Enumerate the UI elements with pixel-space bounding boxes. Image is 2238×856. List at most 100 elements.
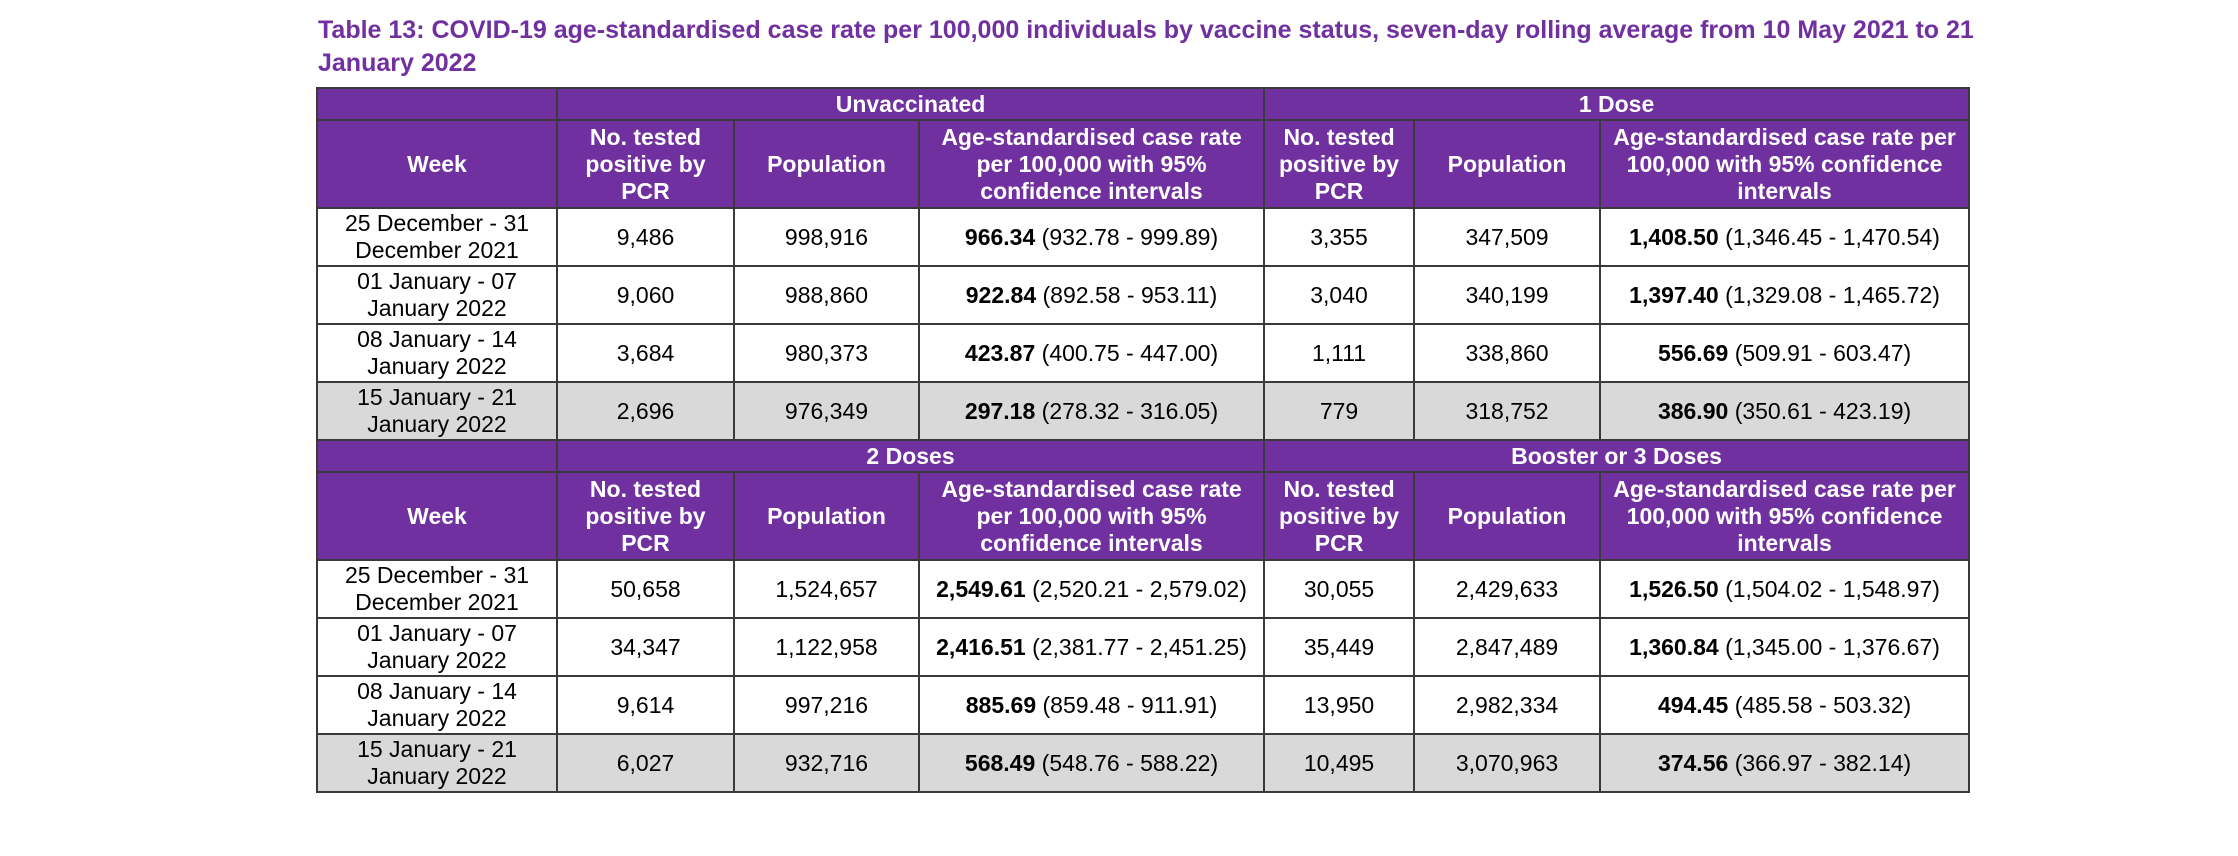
- week-cell: 01 January - 07 January 2022: [316, 265, 558, 325]
- column-header-cell: No. tested positive by PCR: [1263, 119, 1416, 209]
- table-row: 25 December - 31 December 2021 9,486 998,9…: [316, 207, 1971, 267]
- table-row: 08 January - 14 January 2022 3,684 980,373…: [316, 323, 1971, 383]
- group-header-cell: Unvaccinated: [555, 87, 1266, 121]
- tested-cell: 6,027: [556, 733, 735, 793]
- rate-cell: 966.34 (932.78 - 999.89): [917, 207, 1266, 267]
- table-title: Table 13: COVID-19 age-standardised case…: [318, 16, 1974, 77]
- rate-cell: 1,526.50 (1,504.02 - 1,548.97): [1599, 559, 1971, 619]
- confidence-interval: (1,346.45 - 1,470.54): [1725, 223, 1940, 250]
- population-cell: 1,524,657: [733, 559, 920, 619]
- rate-cell: 568.49 (548.76 - 588.22): [917, 733, 1266, 793]
- group-header-cell: Booster or 3 Doses: [1263, 439, 1971, 473]
- group-header-row: Unvaccinated 1 Dose: [316, 87, 1971, 121]
- tested-cell: 9,614: [556, 675, 735, 735]
- confidence-interval: (2,520.21 - 2,579.02): [1032, 575, 1247, 602]
- week-cell: 15 January - 21 January 2022: [316, 733, 558, 793]
- rate-cell: 1,360.84 (1,345.00 - 1,376.67): [1599, 617, 1971, 677]
- population-cell: 2,847,489: [1413, 617, 1602, 677]
- tested-cell: 9,060: [556, 265, 735, 325]
- confidence-interval: (932.78 - 999.89): [1041, 223, 1219, 250]
- confidence-interval: (2,381.77 - 2,451.25): [1032, 633, 1247, 660]
- population-cell: 340,199: [1413, 265, 1602, 325]
- population-cell: 998,916: [733, 207, 920, 267]
- column-header-row: Week No. tested positive by PCR Population…: [316, 471, 1971, 561]
- column-header-cell: Week: [316, 471, 558, 561]
- confidence-interval: (1,504.02 - 1,548.97): [1725, 575, 1940, 602]
- rate-cell: 423.87 (400.75 - 447.00): [917, 323, 1266, 383]
- population-cell: 997,216: [733, 675, 920, 735]
- case-rate-table: Unvaccinated 1 Dose Week No. tested positiv…: [316, 87, 1971, 793]
- rate-value: 922.84: [965, 281, 1037, 308]
- tested-cell: 1,111: [1263, 323, 1416, 383]
- table-row: 01 January - 07 January 2022 9,060 988,860…: [316, 265, 1971, 325]
- rate-cell: 1,408.50 (1,346.45 - 1,470.54): [1599, 207, 1971, 267]
- tested-cell: 3,355: [1263, 207, 1416, 267]
- rate-value: 556.69: [1657, 339, 1729, 366]
- confidence-interval: (1,345.00 - 1,376.67): [1725, 633, 1940, 660]
- column-header-cell: Population: [1413, 471, 1602, 561]
- week-cell: 08 January - 14 January 2022: [316, 675, 558, 735]
- population-cell: 976,349: [733, 381, 920, 441]
- table-row: 25 December - 31 December 2021 50,658 1,52…: [316, 559, 1971, 619]
- tested-cell: 3,040: [1263, 265, 1416, 325]
- column-header-cell: Population: [1413, 119, 1602, 209]
- table-row: 01 January - 07 January 2022 34,347 1,122,…: [316, 617, 1971, 677]
- column-header-cell: Age-standardised case rate per 100,000 w…: [1599, 119, 1971, 209]
- tested-cell: 35,449: [1263, 617, 1416, 677]
- column-header-cell: Age-standardised case rate per 100,000 w…: [1599, 471, 1971, 561]
- population-cell: 318,752: [1413, 381, 1602, 441]
- confidence-interval: (366.97 - 382.14): [1734, 749, 1912, 776]
- column-header-cell: Age-standardised case rate per 100,000 w…: [917, 119, 1266, 209]
- rate-value: 374.56: [1657, 749, 1729, 776]
- confidence-interval: (548.76 - 588.22): [1041, 749, 1219, 776]
- rate-value: 494.45: [1657, 691, 1729, 718]
- population-cell: 1,122,958: [733, 617, 920, 677]
- column-header-cell: Age-standardised case rate per 100,000 w…: [917, 471, 1266, 561]
- confidence-interval: (1,329.08 - 1,465.72): [1725, 281, 1940, 308]
- tested-cell: 779: [1263, 381, 1416, 441]
- rate-value: 423.87: [964, 339, 1036, 366]
- rate-cell: 386.90 (350.61 - 423.19): [1599, 381, 1971, 441]
- week-cell: 15 January - 21 January 2022: [316, 381, 558, 441]
- rate-value: 885.69: [965, 691, 1037, 718]
- week-cell: 25 December - 31 December 2021: [316, 559, 558, 619]
- table-row: 15 January - 21 January 2022 2,696 976,349…: [316, 381, 1971, 441]
- rate-cell: 556.69 (509.91 - 603.47): [1599, 323, 1971, 383]
- confidence-interval: (859.48 - 911.91): [1042, 691, 1218, 718]
- population-cell: 338,860: [1413, 323, 1602, 383]
- week-cell: 25 December - 31 December 2021: [316, 207, 558, 267]
- group-header-blank: [316, 87, 558, 121]
- rate-cell: 922.84 (892.58 - 953.11): [917, 265, 1266, 325]
- rate-cell: 297.18 (278.32 - 316.05): [917, 381, 1266, 441]
- population-cell: 2,429,633: [1413, 559, 1602, 619]
- rate-value: 1,397.40: [1629, 281, 1719, 308]
- group-header-blank: [316, 439, 558, 473]
- population-cell: 347,509: [1413, 207, 1602, 267]
- confidence-interval: (278.32 - 316.05): [1041, 397, 1219, 424]
- population-cell: 3,070,963: [1413, 733, 1602, 793]
- tested-cell: 2,696: [556, 381, 735, 441]
- rate-cell: 885.69 (859.48 - 911.91): [917, 675, 1266, 735]
- table-row: 15 January - 21 January 2022 6,027 932,716…: [316, 733, 1971, 793]
- confidence-interval: (509.91 - 603.47): [1734, 339, 1912, 366]
- tested-cell: 50,658: [556, 559, 735, 619]
- column-header-cell: Population: [733, 471, 920, 561]
- rate-value: 2,549.61: [936, 575, 1026, 602]
- confidence-interval: (892.58 - 953.11): [1042, 281, 1218, 308]
- confidence-interval: (485.58 - 503.32): [1734, 691, 1912, 718]
- group-header-row: 2 Doses Booster or 3 Doses: [316, 439, 1971, 473]
- group-header-cell: 1 Dose: [1263, 87, 1971, 121]
- tested-cell: 13,950: [1263, 675, 1416, 735]
- rate-value: 386.90: [1657, 397, 1729, 424]
- rate-value: 1,526.50: [1629, 575, 1719, 602]
- population-cell: 988,860: [733, 265, 920, 325]
- rate-cell: 1,397.40 (1,329.08 - 1,465.72): [1599, 265, 1971, 325]
- tested-cell: 10,495: [1263, 733, 1416, 793]
- rate-value: 297.18: [964, 397, 1036, 424]
- column-header-cell: Week: [316, 119, 558, 209]
- column-header-cell: Population: [733, 119, 920, 209]
- rate-value: 966.34: [964, 223, 1036, 250]
- confidence-interval: (350.61 - 423.19): [1734, 397, 1912, 424]
- population-cell: 2,982,334: [1413, 675, 1602, 735]
- week-cell: 08 January - 14 January 2022: [316, 323, 558, 383]
